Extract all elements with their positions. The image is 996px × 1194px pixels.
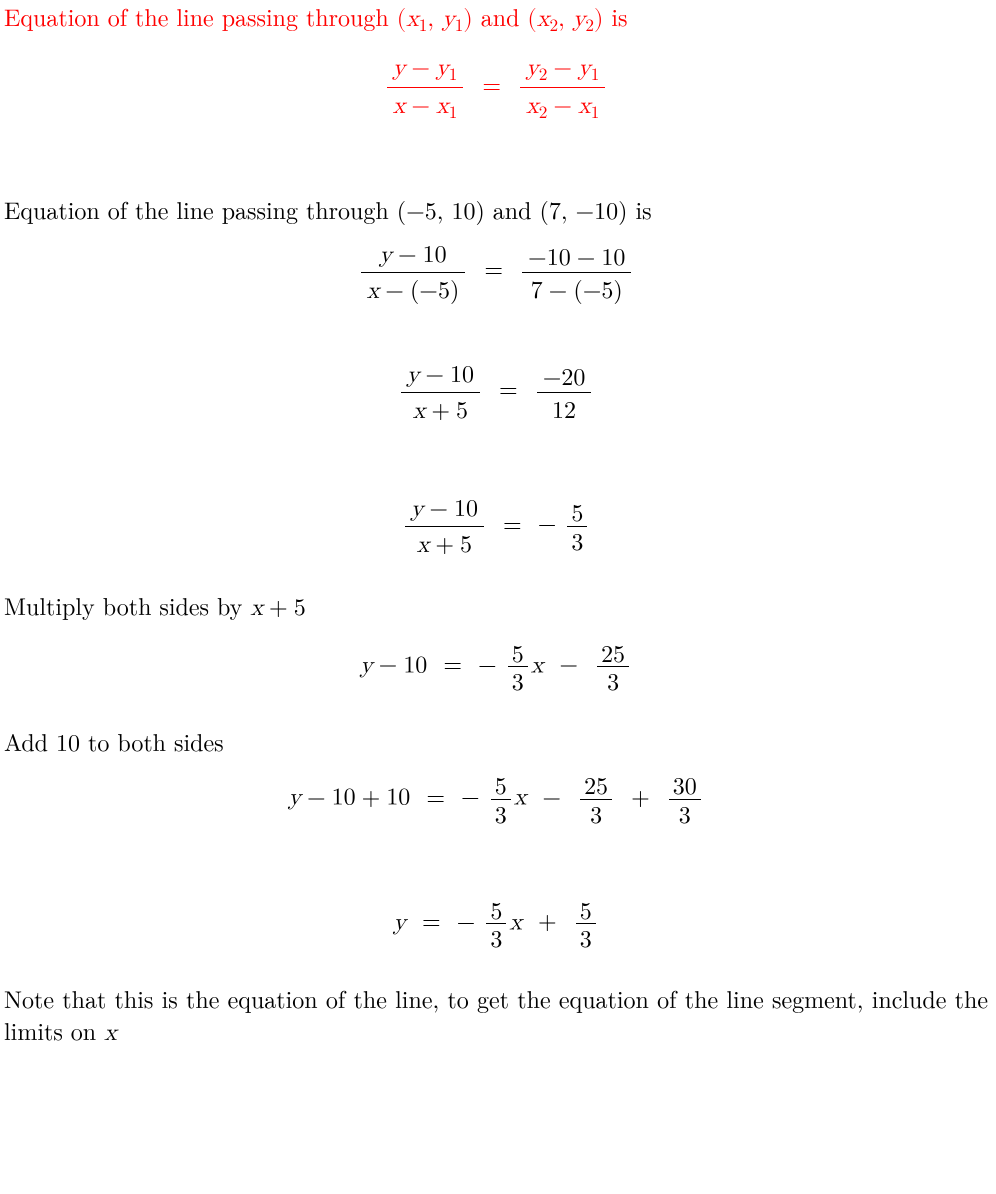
text: Multiply both sides by: [4, 588, 250, 622]
text: is: [603, 0, 627, 33]
text: Equation of the line passing through: [4, 0, 397, 33]
text: Equation of the line passing through: [4, 192, 397, 226]
two-point-formula-equation: y−y1 x−x1 = y2−y1 x2−x1: [4, 52, 988, 122]
multiply-instruction: Multiply both sides by x+5: [4, 589, 988, 624]
equation-step-5: y−10+10 = − 5 3 x − 25 3 + 30 3: [4, 771, 988, 827]
note-variable: x: [104, 1021, 117, 1045]
point-1: (−5, 10): [397, 192, 485, 226]
equation-step-1: y−10 x−(−5) = −10−10 7−(−5): [4, 239, 988, 305]
equation-step-4: y−10 = − 5 3 x − 25 3: [4, 639, 988, 695]
text: Note that this is the equation of the li…: [4, 981, 988, 1047]
multiply-expression: x+5: [250, 596, 305, 620]
closing-note: Note that this is the equation of the li…: [4, 982, 988, 1050]
point-2: (7, −10): [539, 192, 627, 226]
equation-step-6: y = − 5 3 x + 5 3: [4, 896, 988, 952]
point-x1y1: (x1, y1): [397, 7, 473, 31]
two-point-formula-intro: Equation of the line passing through (x1…: [4, 0, 988, 38]
text: Add 10 to both sides: [4, 724, 224, 758]
text: and: [485, 192, 540, 226]
equation-step-2: y−10 x+5 = −20 12: [4, 359, 988, 425]
text: and: [473, 0, 528, 33]
point-x2y2: (x2, y2): [527, 7, 603, 31]
text: is: [628, 192, 652, 226]
worked-intro: Equation of the line passing through (−5…: [4, 193, 988, 225]
add-instruction: Add 10 to both sides: [4, 725, 988, 757]
equation-step-3: y−10 x+5 = − 5 3: [4, 493, 988, 559]
